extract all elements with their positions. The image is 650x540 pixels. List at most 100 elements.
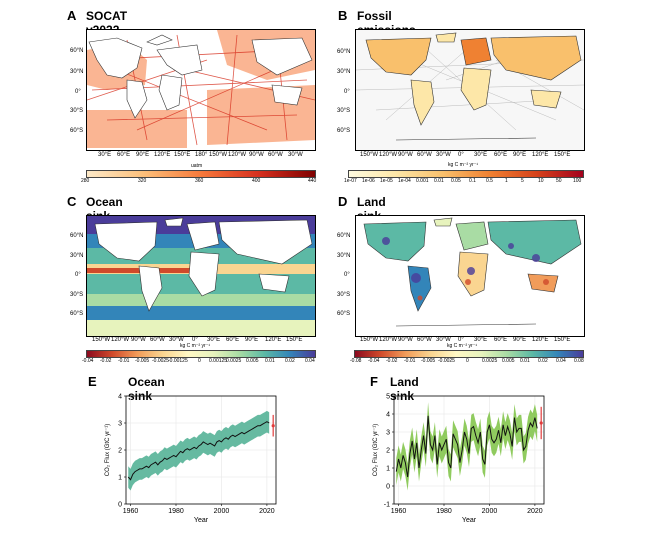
lon-tick: 60°W	[417, 152, 432, 158]
lat-tick: 30°N	[70, 69, 84, 75]
map-socat-svg	[87, 30, 315, 150]
colorbar-a	[86, 170, 316, 178]
panel-letter-d: D	[338, 194, 348, 209]
map-socat	[86, 29, 316, 151]
colorbar-tick: 0.0025	[226, 358, 242, 364]
lon-tick: 0°	[458, 337, 464, 343]
lon-tick: 90°W	[249, 152, 264, 158]
colorbar-tick: 400	[252, 178, 261, 184]
lon-tick: 120°E	[532, 337, 549, 343]
lat-tick: 30°N	[337, 69, 351, 75]
lon-tick: 150°E	[554, 337, 571, 343]
x-tick-label: 1960	[123, 508, 139, 515]
colorbar-tick: -0.04	[82, 358, 94, 364]
lon-tick: 120°E	[154, 152, 171, 158]
colorbar-b-unit: kg C m⁻² yr⁻¹	[448, 162, 478, 168]
y-axis-label: CO₂ Flux (GtC yr⁻¹)	[105, 424, 111, 477]
colorbar-d	[354, 350, 584, 358]
lon-tick: 0°	[458, 152, 464, 158]
lat-tick: 0°	[75, 89, 81, 95]
colorbar-tick: -0.08	[350, 358, 362, 364]
colorbar-tick: 0.04	[305, 358, 315, 364]
map-fossil	[355, 29, 585, 151]
lat-tick: 60°N	[70, 48, 84, 54]
colorbar-tick: -0.0025	[438, 358, 455, 364]
panel-letter-e: E	[88, 374, 97, 389]
lon-tick: 90°E	[513, 337, 527, 343]
lon-tick: 30°E	[98, 152, 112, 158]
colorbar-b	[348, 170, 584, 178]
colorbar-tick: 1e-05	[380, 178, 393, 184]
lat-tick: 60°S	[70, 128, 84, 134]
lon-tick: 120°W	[228, 152, 247, 158]
colorbar-tick: 1	[505, 178, 508, 184]
lon-tick: 150°W	[360, 337, 379, 343]
lon-tick: 120°W	[379, 152, 398, 158]
y-tick-label: 0	[118, 502, 122, 509]
lon-tick: 30°E	[474, 337, 488, 343]
lat-tick: 30°S	[70, 108, 84, 114]
lon-tick: 150°W	[360, 152, 379, 158]
colorbar-c-unit: kg C m⁻² yr⁻¹	[180, 343, 210, 349]
lon-tick: 60°E	[117, 152, 131, 158]
colorbar-tick: 100	[573, 178, 582, 184]
panel-letter-c: C	[67, 194, 77, 209]
lat-tick: 30°N	[70, 253, 84, 259]
lon-tick: 60°E	[226, 337, 240, 343]
lon-tick: 120°E	[532, 152, 549, 158]
colorbar-tick: 0.04	[556, 358, 566, 364]
lat-tick: 30°N	[337, 253, 351, 259]
lon-tick: 60°W	[268, 152, 283, 158]
land-sink-chart: -1 0 1 2 3 4 5 1960 1980 2000 2020 Year CO₂ Flux (Gt…	[373, 394, 545, 524]
colorbar-tick: -0.02	[386, 358, 398, 364]
colorbar-tick: 0	[466, 358, 469, 364]
lon-tick: 150°W	[209, 152, 228, 158]
y-tick-label: 2	[118, 448, 122, 455]
y-tick-label: -1	[384, 502, 390, 509]
x-axis-label: Year	[462, 517, 477, 524]
colorbar-tick: -0.005	[135, 358, 150, 364]
panel-letter-a: A	[67, 8, 77, 23]
uncertainty-band	[396, 402, 538, 491]
lon-tick: 90°W	[398, 337, 413, 343]
lon-tick: 90°E	[245, 337, 259, 343]
y-tick-label: 3	[386, 430, 390, 437]
lon-tick: 90°E	[136, 152, 150, 158]
lon-tick: 0°	[192, 337, 198, 343]
map-fossil-svg	[356, 30, 584, 150]
mean-line	[127, 421, 270, 481]
colorbar-tick: 0.01	[520, 358, 530, 364]
x-tick-label: 1980	[168, 508, 184, 515]
colorbar-tick: 5	[521, 178, 524, 184]
colorbar-c	[86, 350, 316, 358]
colorbar-tick: -0.02	[100, 358, 112, 364]
colorbar-tick: 0.005	[246, 358, 259, 364]
lon-tick: 30°E	[474, 152, 488, 158]
colorbar-tick: 0.00125	[209, 358, 228, 364]
colorbar-tick: 0.005	[502, 358, 515, 364]
lon-tick: 60°E	[494, 337, 508, 343]
lat-tick: 60°N	[70, 233, 84, 239]
lon-tick: 60°E	[494, 152, 508, 158]
lon-tick: 150°E	[174, 152, 191, 158]
lon-tick: 90°E	[513, 152, 527, 158]
lat-tick: 30°S	[337, 108, 351, 114]
colorbar-d-unit: kg C m⁻² yr⁻¹	[447, 343, 477, 349]
lon-tick: 150°E	[554, 152, 571, 158]
colorbar-a-unit: uatm	[191, 163, 203, 169]
mean-line	[395, 415, 538, 478]
x-tick-label: 1980	[436, 508, 452, 515]
y-axis-label: CO₂ Flux (GtC yr⁻¹)	[373, 424, 379, 477]
lat-tick: 0°	[75, 272, 81, 278]
colorbar-tick: 1e-07	[344, 178, 357, 184]
panel-letter-f: F	[370, 374, 378, 389]
colorbar-tick: 280	[81, 178, 90, 184]
x-axis-label: Year	[194, 517, 209, 524]
lon-tick: 90°W	[131, 337, 146, 343]
colorbar-tick: 0.02	[285, 358, 295, 364]
colorbar-tick: -0.00125	[168, 358, 188, 364]
y-tick-label: 0	[386, 484, 390, 491]
y-tick-label: 5	[386, 394, 390, 401]
lat-tick: 60°S	[337, 311, 351, 317]
colorbar-tick: -0.01	[404, 358, 416, 364]
